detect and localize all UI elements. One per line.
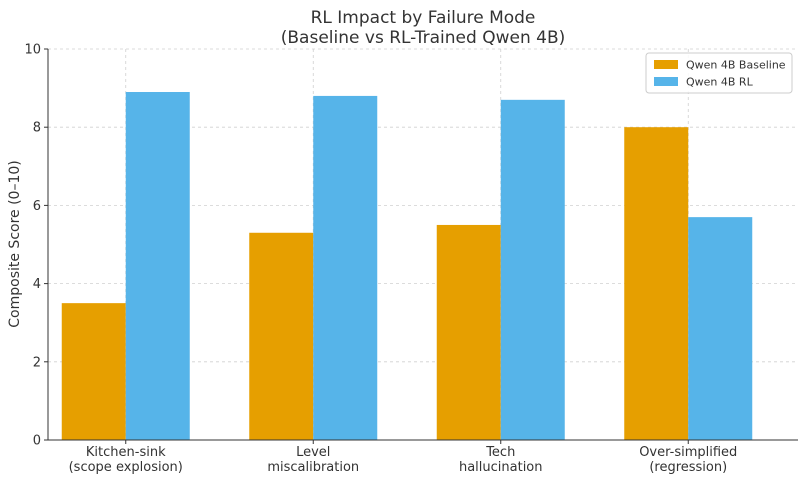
y-tick-label: 8	[33, 121, 41, 136]
y-tick-label: 6	[33, 199, 41, 214]
legend-swatch	[654, 60, 678, 69]
x-tick-labels: Kitchen-sink(scope explosion) Levelmiscal…	[69, 440, 737, 475]
legend: Qwen 4B Baseline Qwen 4B RL	[645, 52, 793, 94]
bars	[61, 92, 753, 441]
axes	[47, 49, 798, 441]
x-tick-label: Kitchen-sink	[86, 445, 166, 460]
x-tick-label: Tech	[485, 445, 515, 460]
y-tick-labels: 0 2 4 6 8 10	[24, 43, 48, 449]
y-tick-label: 0	[33, 434, 41, 449]
legend-label: Qwen 4B RL	[686, 76, 754, 89]
x-tick-label: (scope explosion)	[69, 460, 183, 475]
y-tick-label: 10	[24, 43, 41, 58]
x-tick-label: Level	[296, 445, 330, 460]
legend-box	[645, 52, 793, 94]
bar-baseline-0	[61, 303, 126, 440]
y-tick-label: 2	[33, 355, 41, 370]
bar-baseline-2	[436, 224, 501, 440]
chart-title: RL Impact by Failure Mode(Baseline vs RL…	[281, 8, 565, 48]
x-tick-label: Over-simplified	[639, 445, 737, 460]
y-axis-label: Composite Score (0–10)	[7, 160, 23, 327]
chart-title-line: RL Impact by Failure Mode	[311, 8, 536, 28]
bar-rl-3	[688, 217, 753, 440]
bar-rl-0	[125, 92, 190, 440]
x-tick-label: miscalibration	[267, 460, 359, 475]
bar-baseline-3	[624, 127, 689, 440]
x-tick-label: (regression)	[649, 460, 727, 475]
chart-title-line: (Baseline vs RL-Trained Qwen 4B)	[281, 28, 565, 48]
legend-swatch	[654, 77, 678, 86]
x-tick-label: hallucination	[459, 460, 543, 475]
bar-rl-2	[500, 99, 565, 440]
bar-baseline-1	[249, 232, 314, 440]
bar-rl-1	[313, 95, 378, 441]
y-tick-label: 4	[33, 277, 41, 292]
legend-label: Qwen 4B Baseline	[686, 59, 786, 72]
